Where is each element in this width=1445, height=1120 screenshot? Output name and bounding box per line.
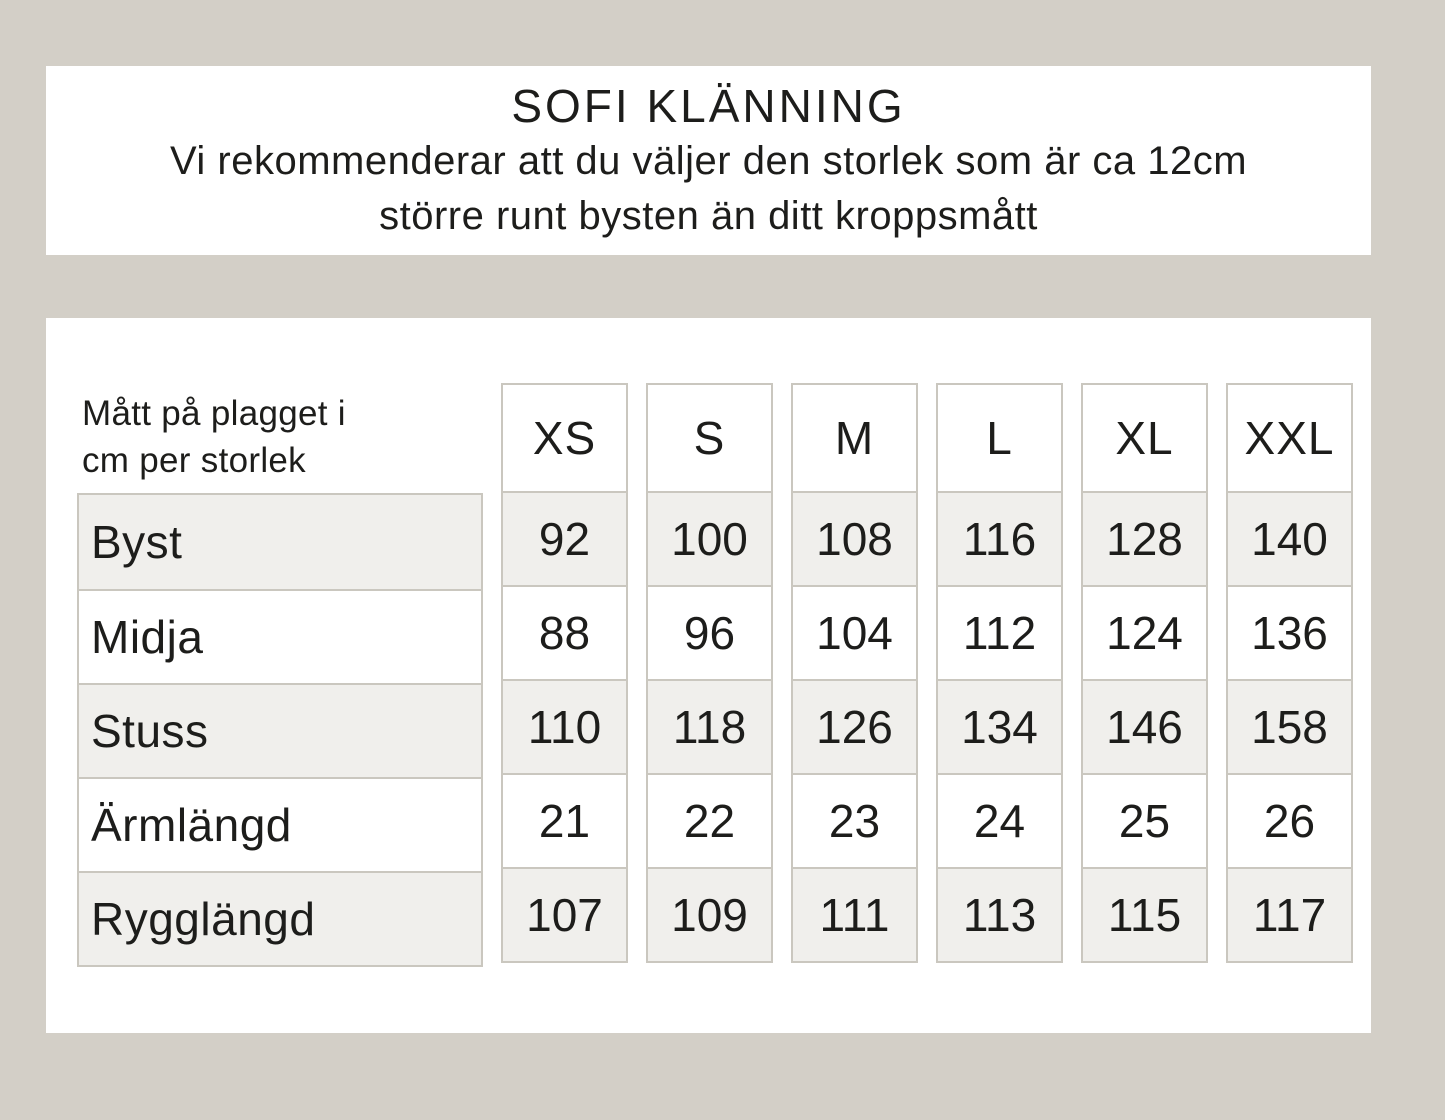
size-cell: 124 [1083,585,1206,679]
size-table-panel: Mått på plagget i cm per storlek Byst Mi… [46,318,1371,1033]
size-cell: 21 [503,773,626,867]
corner-label-line-2: cm per storlek [82,441,306,480]
size-cell: 111 [793,867,916,961]
size-column-header: S [693,412,726,464]
size-cell: 96 [648,585,771,679]
size-cell: 104 [793,585,916,679]
size-column-header: M [834,412,875,464]
row-label-byst: Byst [79,495,481,589]
measurement-label-column: Byst Midja Stuss Ärmlängd Rygglängd [77,493,483,967]
corner-label-line-1: Mått på plagget i [82,394,346,433]
size-column-m: M 108 104 126 23 111 [791,383,918,963]
subtitle-line-1: Vi rekommenderar att du väljer den storl… [169,139,1248,183]
size-column-s: S 100 96 118 22 109 [646,383,773,963]
size-cell: 134 [938,679,1061,773]
size-cell: 24 [938,773,1061,867]
size-cell: 112 [938,585,1061,679]
size-cell: 113 [938,867,1061,961]
size-cell: 126 [793,679,916,773]
size-column-xxl: XXL 140 136 158 26 117 [1226,383,1353,963]
size-cell: 23 [793,773,916,867]
subtitle-line-2: större runt bysten än ditt kroppsmått [379,194,1038,238]
size-cell: 92 [503,491,626,585]
size-recommendation-text: Vi rekommenderar att du väljer den storl… [170,134,1247,244]
size-column-xs: XS 92 88 110 21 107 [501,383,628,963]
size-cell: 115 [1083,867,1206,961]
size-cell: 136 [1228,585,1351,679]
size-columns: XS 92 88 110 21 107 S 100 96 118 22 109 … [501,383,1353,963]
size-cell: 110 [503,679,626,773]
size-cell: 88 [503,585,626,679]
table-corner-label: Mått på plagget i cm per storlek [82,390,346,484]
size-cell: 109 [648,867,771,961]
size-cell: 107 [503,867,626,961]
size-column-header: XS [532,412,597,464]
row-label-rygglangd: Rygglängd [79,871,481,965]
page-title: SOFI KLÄNNING [511,80,906,132]
size-column-header: XL [1115,412,1174,464]
row-label-armlangd: Ärmlängd [79,777,481,871]
row-label-stuss: Stuss [79,683,481,777]
row-label-midja: Midja [79,589,481,683]
size-cell: 25 [1083,773,1206,867]
size-column-header: L [986,412,1013,464]
size-cell: 146 [1083,679,1206,773]
size-column-xl: XL 128 124 146 25 115 [1081,383,1208,963]
size-cell: 22 [648,773,771,867]
size-cell: 118 [648,679,771,773]
size-cell: 128 [1083,491,1206,585]
size-cell: 100 [648,491,771,585]
size-column-header: XXL [1244,412,1335,464]
size-cell: 26 [1228,773,1351,867]
size-cell: 117 [1228,867,1351,961]
size-cell: 116 [938,491,1061,585]
size-cell: 108 [793,491,916,585]
size-cell: 140 [1228,491,1351,585]
size-cell: 158 [1228,679,1351,773]
header-panel: SOFI KLÄNNING Vi rekommenderar att du vä… [46,66,1371,255]
size-column-l: L 116 112 134 24 113 [936,383,1063,963]
